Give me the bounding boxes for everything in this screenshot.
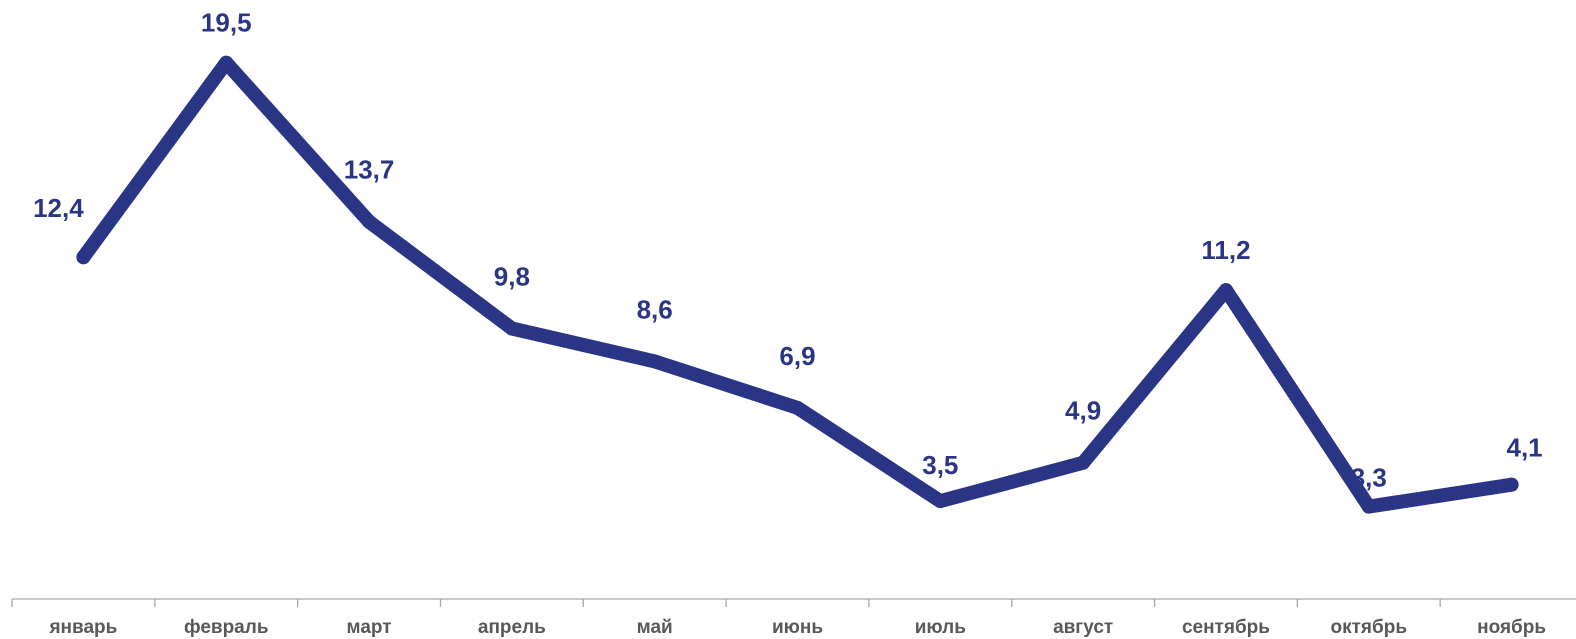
x-axis-tick-labels: январь февраль март апрель май июнь июль август… [48,617,1546,638]
series-line-layer [76,55,1519,514]
x-tick-label-3: март [347,617,392,638]
series-line [76,55,1519,514]
data-point-4 [504,321,519,336]
data-point-5 [647,354,662,369]
data-label-2: 19,5 [201,8,252,38]
data-label-11: 4,1 [1507,433,1543,463]
data-point-6 [790,400,805,415]
x-tick-label-9: сентябрь [1182,617,1270,638]
data-label-4: 9,8 [494,261,530,291]
data-label-5: 8,6 [637,294,673,324]
data-label-10: 3,3 [1351,463,1387,493]
data-point-11 [1504,477,1519,492]
data-point-7 [933,494,948,509]
data-point-2 [219,55,234,70]
data-label-6: 6,9 [779,341,815,371]
data-point-10 [1361,499,1376,514]
x-tick-label-10: октябрь [1331,617,1408,638]
x-tick-label-5: май [637,617,673,638]
x-tick-label-7: июль [915,617,966,638]
x-tick-label-4: апрель [478,617,546,638]
data-label-8: 4,9 [1065,396,1101,426]
data-point-8 [1076,455,1091,470]
data-labels: 12,4 19,5 13,7 9,8 8,6 6,9 3,5 4,9 11,2 3,3 4,1 [33,8,1543,493]
x-tick-label-1: январь [48,617,117,638]
x-tick-label-11: ноябрь [1477,617,1546,638]
data-label-7: 3,5 [922,450,958,480]
data-point-1 [76,250,91,265]
data-label-1: 12,4 [33,193,84,223]
x-tick-label-6: июнь [772,617,823,638]
x-tick-label-2: февраль [184,617,269,638]
data-label-9: 11,2 [1201,235,1250,265]
x-tick-label-8: август [1053,617,1113,638]
data-point-3 [362,214,377,229]
data-point-9 [1218,283,1233,298]
data-label-3: 13,7 [344,155,395,185]
x-axis [11,598,1576,607]
